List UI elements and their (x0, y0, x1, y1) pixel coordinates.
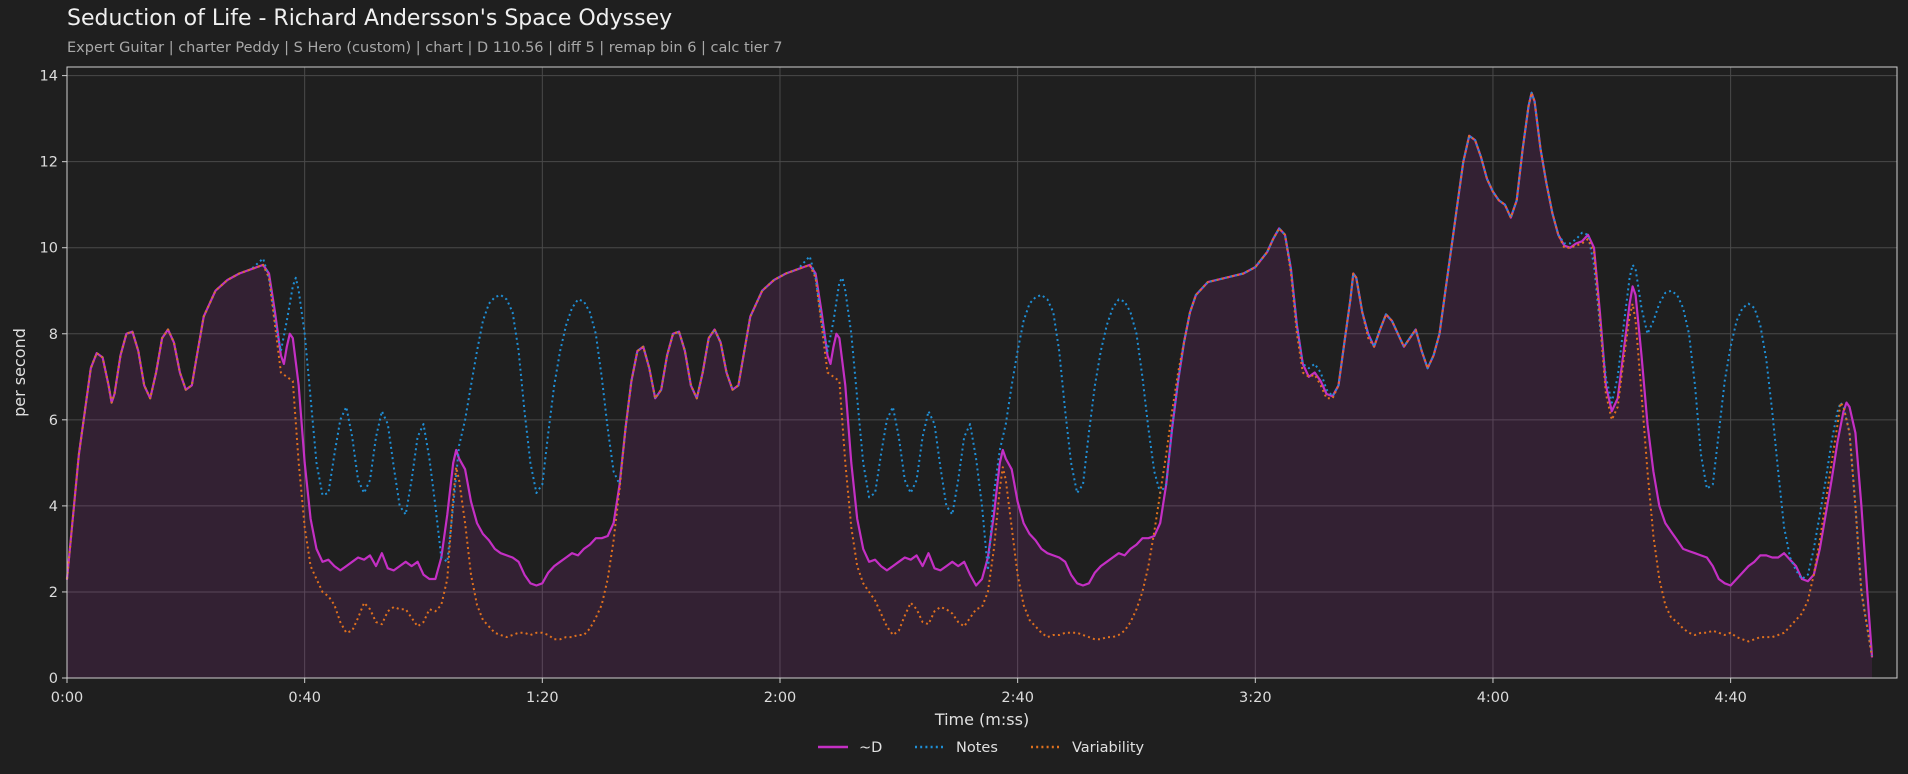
y-axis-label: per second (10, 328, 29, 417)
x-tick-label: 2:00 (764, 690, 797, 706)
legend-item: ~D (818, 740, 882, 756)
x-tick-label: 2:40 (1001, 690, 1034, 706)
y-tick-label: 8 (49, 327, 58, 343)
chart-title: Seduction of Life - Richard Andersson's … (67, 6, 673, 31)
y-tick-label: 6 (49, 413, 58, 429)
area-fill (67, 92, 1872, 679)
series-line-d (65, 91, 1874, 658)
x-tick-label: 3:20 (1239, 690, 1272, 706)
y-tick-label: 12 (40, 155, 58, 171)
y-tick-label: 14 (40, 69, 58, 85)
x-tick-label: 0:40 (288, 690, 321, 706)
x-axis-label: Time (m:ss) (934, 710, 1029, 729)
x-tick-label: 0:00 (51, 690, 84, 706)
y-tick-label: 2 (49, 585, 58, 601)
y-tick-label: 10 (40, 241, 58, 257)
series-line-variability (66, 91, 1873, 657)
legend-item: Variability (1031, 740, 1145, 756)
y-tick-label: 4 (49, 499, 58, 515)
series-line-notes (66, 91, 1873, 657)
legend: ~D Notes Variability (818, 740, 1145, 756)
legend-label: Variability (1072, 740, 1145, 756)
y-tick-label: 0 (49, 671, 58, 687)
series-lines (65, 91, 1874, 658)
plot-frame (66, 66, 1898, 679)
x-tick-label: 4:00 (1477, 690, 1510, 706)
y-axis-ticks: 0 2 4 6 8 10 12 14 (40, 69, 67, 687)
x-axis-ticks: 0:00 0:40 1:20 2:00 2:40 3:20 4:00 4:40 (51, 678, 1747, 706)
legend-label: ~D (859, 740, 882, 756)
x-tick-label: 4:40 (1714, 690, 1747, 706)
chart-subtitle: Expert Guitar | charter Peddy | S Hero (… (67, 40, 783, 56)
legend-label: Notes (956, 740, 998, 756)
legend-item: Notes (915, 740, 998, 756)
series-area-d (67, 92, 1872, 679)
x-tick-label: 1:20 (526, 690, 559, 706)
